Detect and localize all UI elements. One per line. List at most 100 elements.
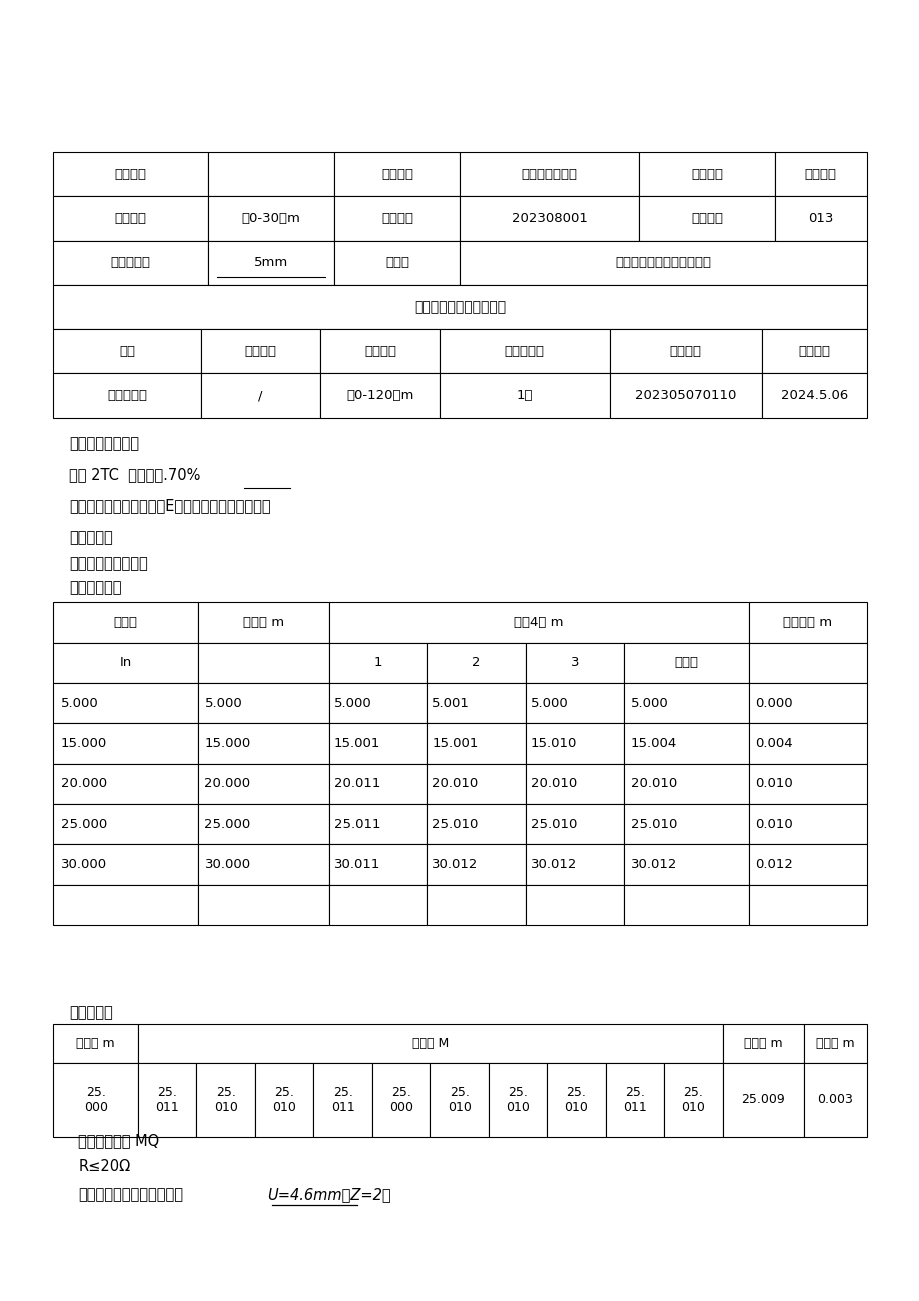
Bar — [200, 373, 320, 418]
Bar — [334, 196, 460, 241]
Bar — [639, 152, 774, 196]
Text: 202308001: 202308001 — [511, 212, 587, 225]
Bar — [748, 643, 866, 683]
Text: 测量点 m: 测量点 m — [76, 1037, 115, 1050]
Text: 25.000: 25.000 — [61, 818, 107, 830]
Text: 0.012: 0.012 — [754, 859, 792, 870]
Text: 25.011: 25.011 — [334, 818, 380, 830]
Text: （0-120）m: （0-120）m — [346, 389, 414, 402]
Bar — [313, 1063, 371, 1137]
Text: 25.
011: 25. 011 — [155, 1086, 179, 1114]
Bar — [198, 885, 329, 925]
Bar — [198, 844, 329, 885]
Bar — [427, 723, 526, 764]
Text: 30.012: 30.012 — [530, 859, 576, 870]
Text: 20.010: 20.010 — [530, 778, 576, 790]
Text: 测量点: 测量点 — [114, 617, 138, 628]
Bar — [427, 804, 526, 844]
Text: 25.
000: 25. 000 — [389, 1086, 413, 1114]
Text: 平均值: 平均值 — [674, 657, 698, 669]
Text: 25.
000: 25. 000 — [84, 1086, 108, 1114]
Bar — [208, 152, 334, 196]
Text: 30.000: 30.000 — [61, 859, 107, 870]
Bar — [427, 683, 526, 723]
Bar — [53, 723, 198, 764]
Bar — [427, 885, 526, 925]
Text: 出厂编号: 出厂编号 — [690, 212, 722, 225]
Text: 30.011: 30.011 — [334, 859, 380, 870]
Bar — [624, 683, 748, 723]
Text: 温度 2TC  相对湿度.70%: 温度 2TC 相对湿度.70% — [69, 467, 200, 483]
Bar — [488, 1063, 547, 1137]
Text: 型号规格: 型号规格 — [690, 168, 722, 181]
Bar — [53, 804, 198, 844]
Bar — [198, 723, 329, 764]
Bar — [138, 1063, 197, 1137]
Text: 20.000: 20.000 — [204, 778, 250, 790]
Text: 0.003: 0.003 — [816, 1094, 852, 1106]
Text: 25.000: 25.000 — [204, 818, 251, 830]
Text: 25.009: 25.009 — [741, 1094, 784, 1106]
Text: 15.001: 15.001 — [334, 738, 380, 749]
Bar — [53, 683, 198, 723]
Bar — [329, 602, 748, 643]
Text: 名称: 名称 — [119, 345, 135, 358]
Text: 重复性 m: 重复性 m — [815, 1037, 854, 1050]
Bar — [198, 602, 329, 643]
Bar — [200, 329, 320, 373]
Bar — [53, 152, 208, 196]
Text: （固体）: （固体） — [804, 168, 835, 181]
Bar — [198, 804, 329, 844]
Bar — [430, 1063, 488, 1137]
Text: 有效期至: 有效期至 — [798, 345, 829, 358]
Text: 湖南湘钢工程技术有限公司: 湖南湘钢工程技术有限公司 — [615, 256, 710, 269]
Bar — [748, 844, 866, 885]
Text: 5.000: 5.000 — [630, 697, 668, 709]
Bar — [53, 643, 198, 683]
Text: 0.010: 0.010 — [754, 778, 792, 790]
Text: 15.010: 15.010 — [530, 738, 576, 749]
Text: 激光测距仪: 激光测距仪 — [107, 389, 147, 402]
Text: 5.000: 5.000 — [530, 697, 568, 709]
Text: 30.000: 30.000 — [204, 859, 250, 870]
Bar — [748, 804, 866, 844]
Text: 25.010: 25.010 — [530, 818, 576, 830]
Text: 5mm: 5mm — [254, 256, 288, 269]
Text: 设备编号: 设备编号 — [244, 345, 276, 358]
Text: 校准项目：: 校准项目： — [69, 530, 113, 545]
Text: 四、绝缘电阻 MQ: 四、绝缘电阻 MQ — [78, 1133, 159, 1149]
Bar — [329, 723, 427, 764]
Text: 0.000: 0.000 — [754, 697, 792, 709]
Text: 30.012: 30.012 — [630, 859, 676, 870]
Bar — [53, 1063, 138, 1137]
Text: 25.
010: 25. 010 — [564, 1086, 588, 1114]
Text: 20.010: 20.010 — [432, 778, 478, 790]
Text: 5.001: 5.001 — [432, 697, 470, 709]
Text: 证书编号: 证书编号 — [669, 345, 701, 358]
Bar — [624, 885, 748, 925]
Text: 准确度等级: 准确度等级 — [505, 345, 544, 358]
Text: 标准值 m: 标准值 m — [243, 617, 284, 628]
Bar — [639, 196, 774, 241]
Bar — [329, 844, 427, 885]
Bar — [53, 602, 198, 643]
Text: 0.010: 0.010 — [754, 818, 792, 830]
Text: 制造厂: 制造厂 — [385, 256, 409, 269]
Bar — [329, 683, 427, 723]
Bar — [803, 1063, 866, 1137]
Bar — [526, 885, 624, 925]
Text: 校准依据校准地点: 校准依据校准地点 — [69, 436, 139, 451]
Bar — [329, 764, 427, 804]
Text: （0-30）m: （0-30）m — [242, 212, 301, 225]
Bar — [748, 602, 866, 643]
Bar — [803, 1024, 866, 1063]
Text: 委托单位: 委托单位 — [115, 168, 147, 181]
Bar — [329, 804, 427, 844]
Text: 25.
011: 25. 011 — [622, 1086, 646, 1114]
Bar — [526, 844, 624, 885]
Text: 25.
010: 25. 010 — [505, 1086, 529, 1114]
Text: 测量范围: 测量范围 — [364, 345, 395, 358]
Text: 1: 1 — [373, 657, 382, 669]
Text: 20.010: 20.010 — [630, 778, 676, 790]
Bar — [526, 804, 624, 844]
